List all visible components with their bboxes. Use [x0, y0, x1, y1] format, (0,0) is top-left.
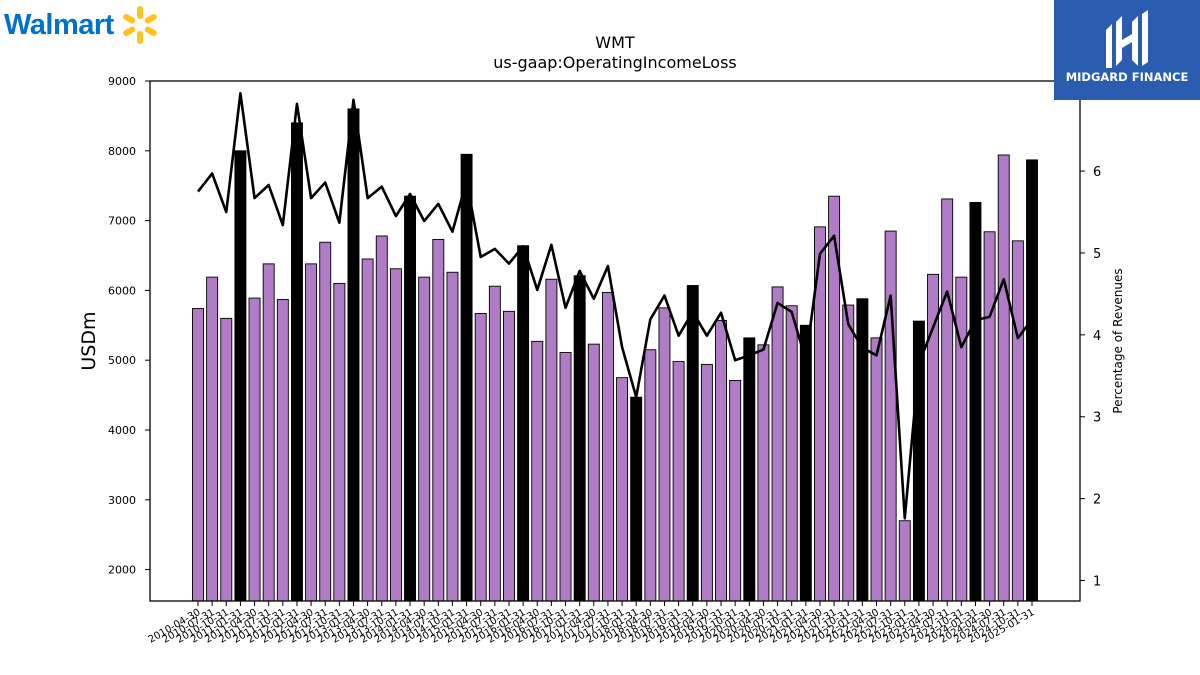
bar-quarter [305, 263, 318, 602]
line-layer [196, 91, 1034, 520]
bar-quarter [1011, 240, 1024, 602]
plot-frame [149, 80, 1081, 602]
bar-quarter [997, 154, 1010, 602]
y2-tick-label: 3 [1093, 411, 1101, 426]
bar-quarter [658, 307, 671, 602]
bar-quarter [446, 271, 459, 602]
bar-quarter [941, 198, 954, 602]
bar-quarter [375, 235, 388, 602]
y-tick-label: 7000 [108, 215, 136, 228]
y2-tick-label: 5 [1093, 247, 1101, 262]
bar-annual [743, 337, 756, 602]
y2-axis: 1 2 3 4 5 6 [1080, 165, 1101, 590]
y2-axis-label: Percentage of Revenues [1111, 268, 1125, 413]
bar-quarter [389, 268, 402, 602]
bar-annual [630, 396, 643, 602]
bar-quarter [474, 312, 487, 602]
bar-quarter [276, 299, 289, 602]
bar-annual [799, 324, 812, 602]
bar-quarter [220, 317, 233, 602]
y2-tick-label: 6 [1093, 165, 1101, 180]
bar-quarter [432, 238, 445, 602]
y-tick-label: 2000 [108, 564, 136, 577]
bar-quarter [333, 282, 346, 602]
bar-annual [686, 285, 699, 602]
bar-quarter [757, 344, 770, 602]
bar-quarter [729, 379, 742, 602]
bar-quarter [927, 273, 940, 602]
bar-annual [234, 150, 247, 602]
midgard-logo: MIDGARD FINANCE [1054, 0, 1200, 100]
bar-quarter [503, 310, 515, 602]
bar-quarter [488, 285, 501, 602]
y2-tick-label: 1 [1093, 575, 1101, 590]
y2-tick-label: 4 [1093, 329, 1101, 344]
walmart-logo-text: Walmart [4, 8, 114, 41]
bar-quarter [192, 308, 204, 602]
y-axis: 2000 3000 4000 5000 6000 7000 8000 9000 [108, 75, 150, 577]
bar-annual [1026, 159, 1038, 602]
walmart-spark-icon [122, 6, 157, 44]
bar-quarter [771, 286, 784, 602]
y-tick-label: 4000 [108, 424, 136, 437]
x-axis: 2010-04-302010-07-312010-10-312011-01-31… [147, 601, 1037, 646]
y-tick-label: 8000 [108, 145, 136, 158]
y-axis-label: USDm [78, 311, 100, 370]
bar-quarter [983, 231, 996, 602]
bar-quarter [559, 352, 572, 602]
bar-quarter [898, 520, 911, 602]
bar-quarter [870, 337, 883, 602]
bars-layer [192, 108, 1038, 602]
bar-quarter [700, 363, 713, 602]
bar-quarter [884, 230, 897, 602]
bar-quarter [206, 276, 219, 602]
bar-annual [969, 201, 982, 602]
bar-annual [573, 275, 586, 602]
bar-quarter [531, 340, 544, 602]
bar-quarter [601, 292, 614, 602]
bar-quarter [955, 276, 968, 602]
y-tick-label: 9000 [108, 75, 136, 88]
bar-annual [290, 122, 303, 602]
bar-quarter [248, 297, 261, 602]
bar-annual [856, 298, 869, 602]
bar-annual [347, 108, 360, 602]
bar-quarter [672, 361, 685, 602]
bar-quarter [418, 276, 431, 602]
y-tick-label: 6000 [108, 284, 136, 297]
bar-quarter [545, 278, 558, 602]
chart-subtitle: us-gaap:OperatingIncomeLoss [493, 53, 737, 72]
bar-quarter [644, 349, 657, 602]
y2-tick-label: 2 [1093, 493, 1101, 508]
bar-quarter [262, 263, 275, 602]
pct-revenue-line [196, 91, 1034, 520]
walmart-logo: Walmart [4, 4, 162, 46]
y-tick-label: 5000 [108, 354, 136, 367]
bar-quarter [319, 241, 332, 602]
midgard-logo-text: MIDGARD FINANCE [1065, 70, 1189, 84]
midgard-emblem-icon [1106, 10, 1148, 68]
bar-quarter [361, 258, 374, 602]
bar-annual [404, 195, 416, 602]
y-tick-label: 3000 [108, 494, 136, 507]
bar-annual [460, 153, 473, 602]
bar-quarter [785, 305, 798, 602]
bar-quarter [616, 377, 629, 602]
bar-quarter [715, 319, 727, 602]
bar-annual [517, 245, 530, 602]
chart-title: WMT [595, 33, 635, 52]
bar-quarter [842, 304, 855, 602]
bar-quarter [587, 343, 600, 602]
